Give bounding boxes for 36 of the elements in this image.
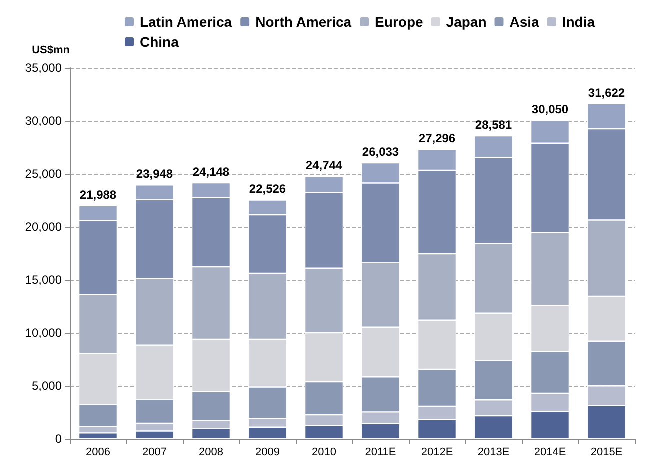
- legend-label: Europe: [375, 14, 424, 30]
- y-tick-label: 5,000: [32, 379, 62, 393]
- total-label: 26,033: [362, 145, 400, 160]
- x-tick-label: 2006: [86, 446, 110, 458]
- y-tick-label: 0: [55, 432, 62, 446]
- legend-label: India: [562, 14, 596, 30]
- x-tick-label: 2012E: [421, 446, 454, 458]
- y-tick-label: 15,000: [25, 273, 62, 287]
- y-tick-label: 10,000: [25, 326, 62, 340]
- total-label: 24,148: [192, 165, 230, 180]
- x-tick-label: 2008: [199, 446, 224, 458]
- total-label: 23,948: [136, 167, 174, 182]
- total-label: 28,581: [475, 118, 512, 132]
- legend-label: Latin America: [140, 14, 232, 30]
- total-label: 30,050: [532, 102, 569, 116]
- total-label: 21,988: [80, 188, 117, 202]
- x-tick-label: 2013E: [478, 446, 510, 458]
- x-tick-label: 2015E: [590, 446, 623, 458]
- legend-label: China: [140, 34, 180, 50]
- x-tick-label: 2011E: [365, 446, 396, 458]
- y-tick-label: 35,000: [25, 61, 62, 75]
- x-tick-label: 2009: [256, 446, 280, 458]
- total-label: 31,622: [588, 86, 626, 100]
- y-tick-label: 30,000: [25, 114, 62, 128]
- y-axis-title: US$mn: [32, 44, 70, 56]
- total-label: 24,744: [306, 158, 343, 173]
- legend-label: North America: [256, 14, 352, 30]
- legend-label: Asia: [510, 14, 540, 30]
- y-tick-label: 25,000: [25, 167, 62, 181]
- legend-label: Japan: [446, 14, 487, 30]
- x-tick-label: 2014E: [534, 446, 566, 458]
- total-label: 27,296: [418, 132, 456, 146]
- total-label: 22,526: [249, 182, 286, 196]
- x-tick-label: 2010: [312, 446, 336, 458]
- x-tick-label: 2007: [142, 446, 167, 458]
- y-tick-label: 20,000: [25, 220, 62, 234]
